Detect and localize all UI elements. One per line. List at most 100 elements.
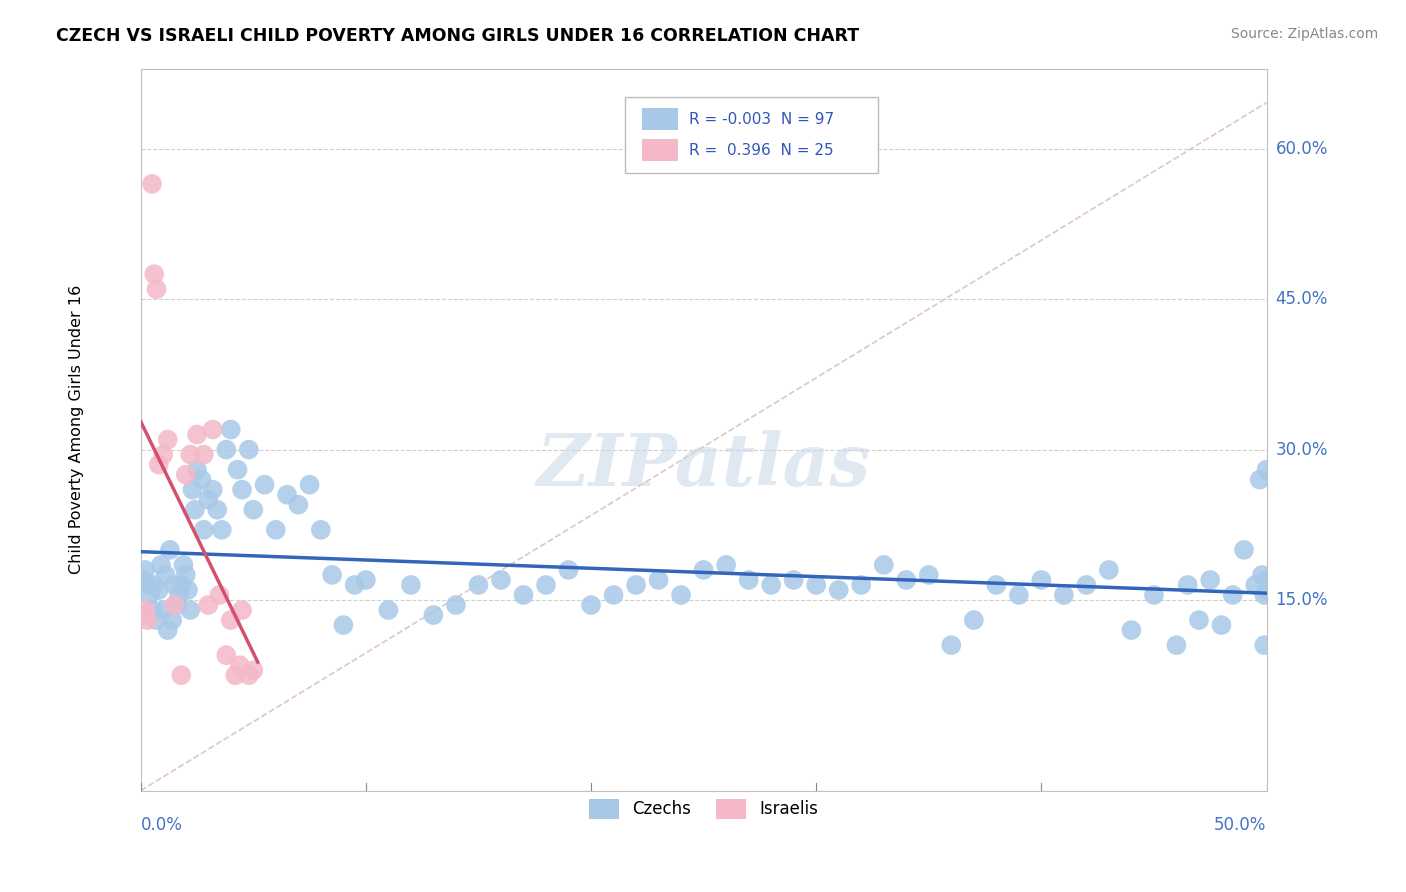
Point	[377, 603, 399, 617]
Point	[242, 663, 264, 677]
Point	[422, 608, 444, 623]
Point	[669, 588, 692, 602]
Legend: Czechs, Israelis: Czechs, Israelis	[582, 792, 825, 825]
Text: 45.0%: 45.0%	[1275, 290, 1327, 308]
FancyBboxPatch shape	[624, 97, 879, 173]
Text: Child Poverty Among Girls Under 16: Child Poverty Among Girls Under 16	[69, 285, 84, 574]
Point	[159, 542, 181, 557]
Point	[238, 442, 260, 457]
Point	[148, 582, 170, 597]
Point	[148, 458, 170, 472]
Point	[186, 427, 208, 442]
Point	[321, 568, 343, 582]
Point	[1053, 588, 1076, 602]
Point	[534, 578, 557, 592]
Point	[190, 473, 212, 487]
Point	[1008, 588, 1031, 602]
Point	[152, 448, 174, 462]
Point	[201, 483, 224, 497]
Point	[231, 603, 253, 617]
Point	[714, 558, 737, 572]
FancyBboxPatch shape	[641, 139, 678, 161]
Point	[163, 578, 186, 592]
Point	[193, 523, 215, 537]
Point	[132, 573, 155, 587]
Point	[132, 608, 155, 623]
Point	[155, 568, 177, 582]
Point	[156, 433, 179, 447]
Point	[238, 668, 260, 682]
Point	[941, 638, 963, 652]
Point	[309, 523, 332, 537]
Point	[1076, 578, 1098, 592]
Point	[692, 563, 714, 577]
Point	[737, 573, 759, 587]
Point	[166, 598, 188, 612]
Point	[207, 502, 229, 516]
Point	[224, 668, 246, 682]
Point	[141, 603, 163, 617]
Point	[152, 603, 174, 617]
Point	[145, 282, 167, 296]
Point	[215, 648, 238, 662]
Point	[602, 588, 624, 602]
Point	[1256, 573, 1278, 587]
Point	[193, 448, 215, 462]
Point	[354, 573, 377, 587]
Point	[173, 558, 195, 572]
Point	[138, 588, 160, 602]
Point	[229, 658, 252, 673]
Point	[145, 613, 167, 627]
Point	[134, 603, 156, 617]
Text: 15.0%: 15.0%	[1275, 591, 1329, 609]
Point	[136, 578, 159, 592]
Text: ZIPatlas: ZIPatlas	[537, 430, 870, 501]
Point	[242, 502, 264, 516]
Point	[1256, 582, 1278, 597]
Point	[963, 613, 986, 627]
Text: R = -0.003  N = 97: R = -0.003 N = 97	[689, 112, 834, 127]
Point	[219, 423, 242, 437]
Point	[1251, 568, 1274, 582]
Point	[1244, 578, 1267, 592]
Point	[287, 498, 309, 512]
Point	[467, 578, 489, 592]
Point	[1253, 588, 1275, 602]
Point	[896, 573, 918, 587]
Text: 50.0%: 50.0%	[1215, 815, 1267, 834]
Point	[1188, 613, 1211, 627]
Point	[184, 502, 207, 516]
Text: CZECH VS ISRAELI CHILD POVERTY AMONG GIRLS UNDER 16 CORRELATION CHART: CZECH VS ISRAELI CHILD POVERTY AMONG GIR…	[56, 27, 859, 45]
Point	[186, 463, 208, 477]
Point	[557, 563, 579, 577]
Point	[174, 467, 197, 482]
Point	[851, 578, 873, 592]
Point	[170, 668, 193, 682]
FancyBboxPatch shape	[641, 108, 678, 130]
Point	[179, 603, 201, 617]
Point	[167, 588, 190, 602]
Point	[163, 598, 186, 612]
Point	[226, 463, 249, 477]
Point	[579, 598, 602, 612]
Point	[219, 613, 242, 627]
Point	[399, 578, 422, 592]
Point	[828, 582, 851, 597]
Text: 60.0%: 60.0%	[1275, 140, 1327, 158]
Point	[1222, 588, 1244, 602]
Point	[141, 177, 163, 191]
Point	[181, 483, 204, 497]
Point	[332, 618, 354, 632]
Point	[1256, 463, 1278, 477]
Text: R =  0.396  N = 25: R = 0.396 N = 25	[689, 143, 834, 158]
Point	[174, 568, 197, 582]
Point	[1143, 588, 1166, 602]
Point	[156, 623, 179, 637]
Point	[143, 578, 166, 592]
Point	[647, 573, 669, 587]
Point	[143, 267, 166, 281]
Point	[759, 578, 782, 592]
Point	[1166, 638, 1188, 652]
Point	[149, 558, 172, 572]
Point	[197, 598, 219, 612]
